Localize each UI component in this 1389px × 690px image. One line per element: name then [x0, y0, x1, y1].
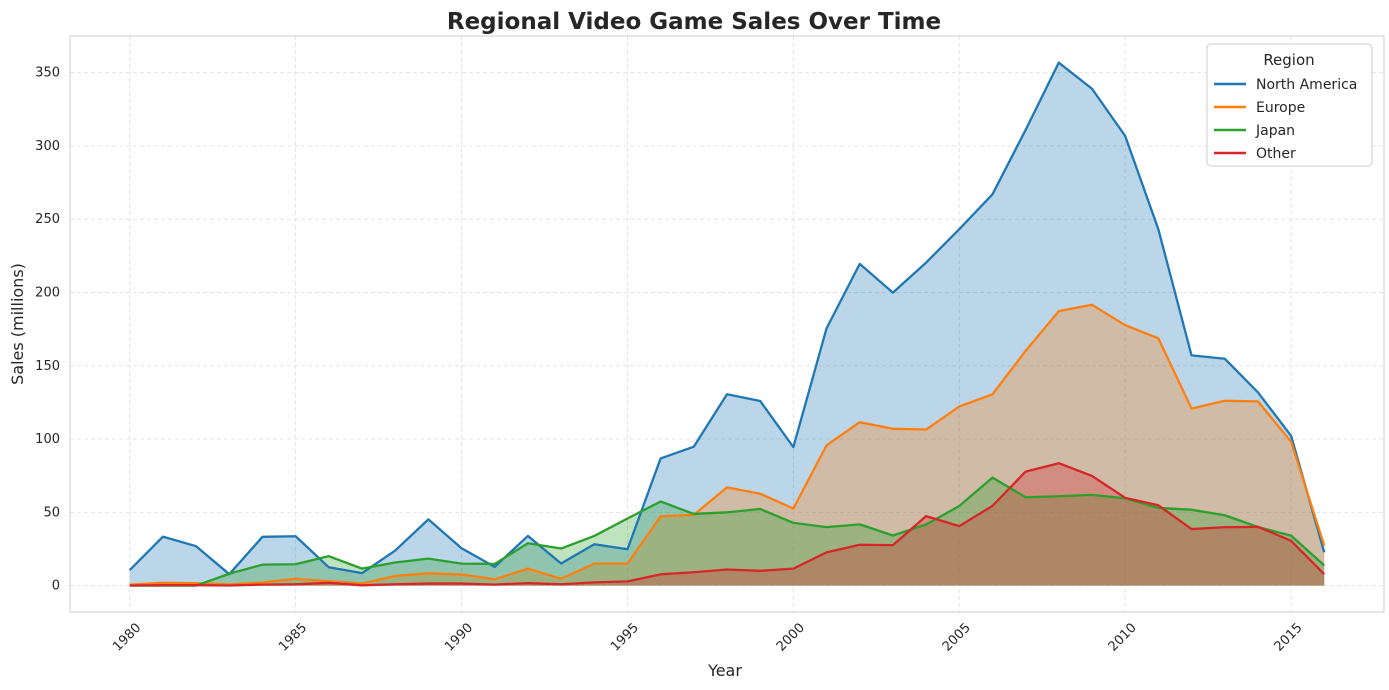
- y-axis-label: Sales (millions): [8, 263, 27, 385]
- y-tick-label: 0: [52, 579, 60, 594]
- y-tick-label: 250: [35, 212, 60, 227]
- series-area: [129, 304, 1325, 586]
- y-tick-label: 200: [35, 285, 60, 300]
- y-tick-label: 100: [35, 432, 60, 447]
- series-area: [129, 62, 1325, 586]
- plot-frame: [69, 35, 1385, 613]
- grid-lines: [70, 36, 1384, 612]
- y-tick-labels: 0 50 100 150 200 250 300 350: [35, 66, 60, 594]
- legend-label: Europe: [1256, 100, 1305, 116]
- legend-label: North America: [1256, 77, 1357, 93]
- x-axis-label: Year: [707, 661, 742, 680]
- series-lines: [128, 61, 1326, 587]
- y-tick-label: 150: [35, 359, 60, 374]
- y-tick-label: 50: [43, 505, 60, 520]
- legend-label: Japan: [1255, 123, 1295, 139]
- legend-box: [1206, 43, 1373, 167]
- series-line: [129, 462, 1326, 587]
- y-tick-label: 300: [35, 139, 60, 154]
- series-area: [129, 477, 1325, 586]
- legend: Region North America Europe Japan Other: [1206, 43, 1373, 167]
- legend-label: Other: [1256, 146, 1296, 162]
- series-areas: [129, 62, 1325, 586]
- legend-title: Region: [1263, 51, 1314, 69]
- series-line: [128, 61, 1326, 576]
- y-tick-label: 350: [35, 66, 60, 81]
- legend-items: North America Europe Japan Other: [1214, 77, 1357, 162]
- chart-title: Regional Video Game Sales Over Time: [447, 9, 941, 35]
- series-area: [129, 463, 1325, 586]
- series-line: [129, 303, 1326, 586]
